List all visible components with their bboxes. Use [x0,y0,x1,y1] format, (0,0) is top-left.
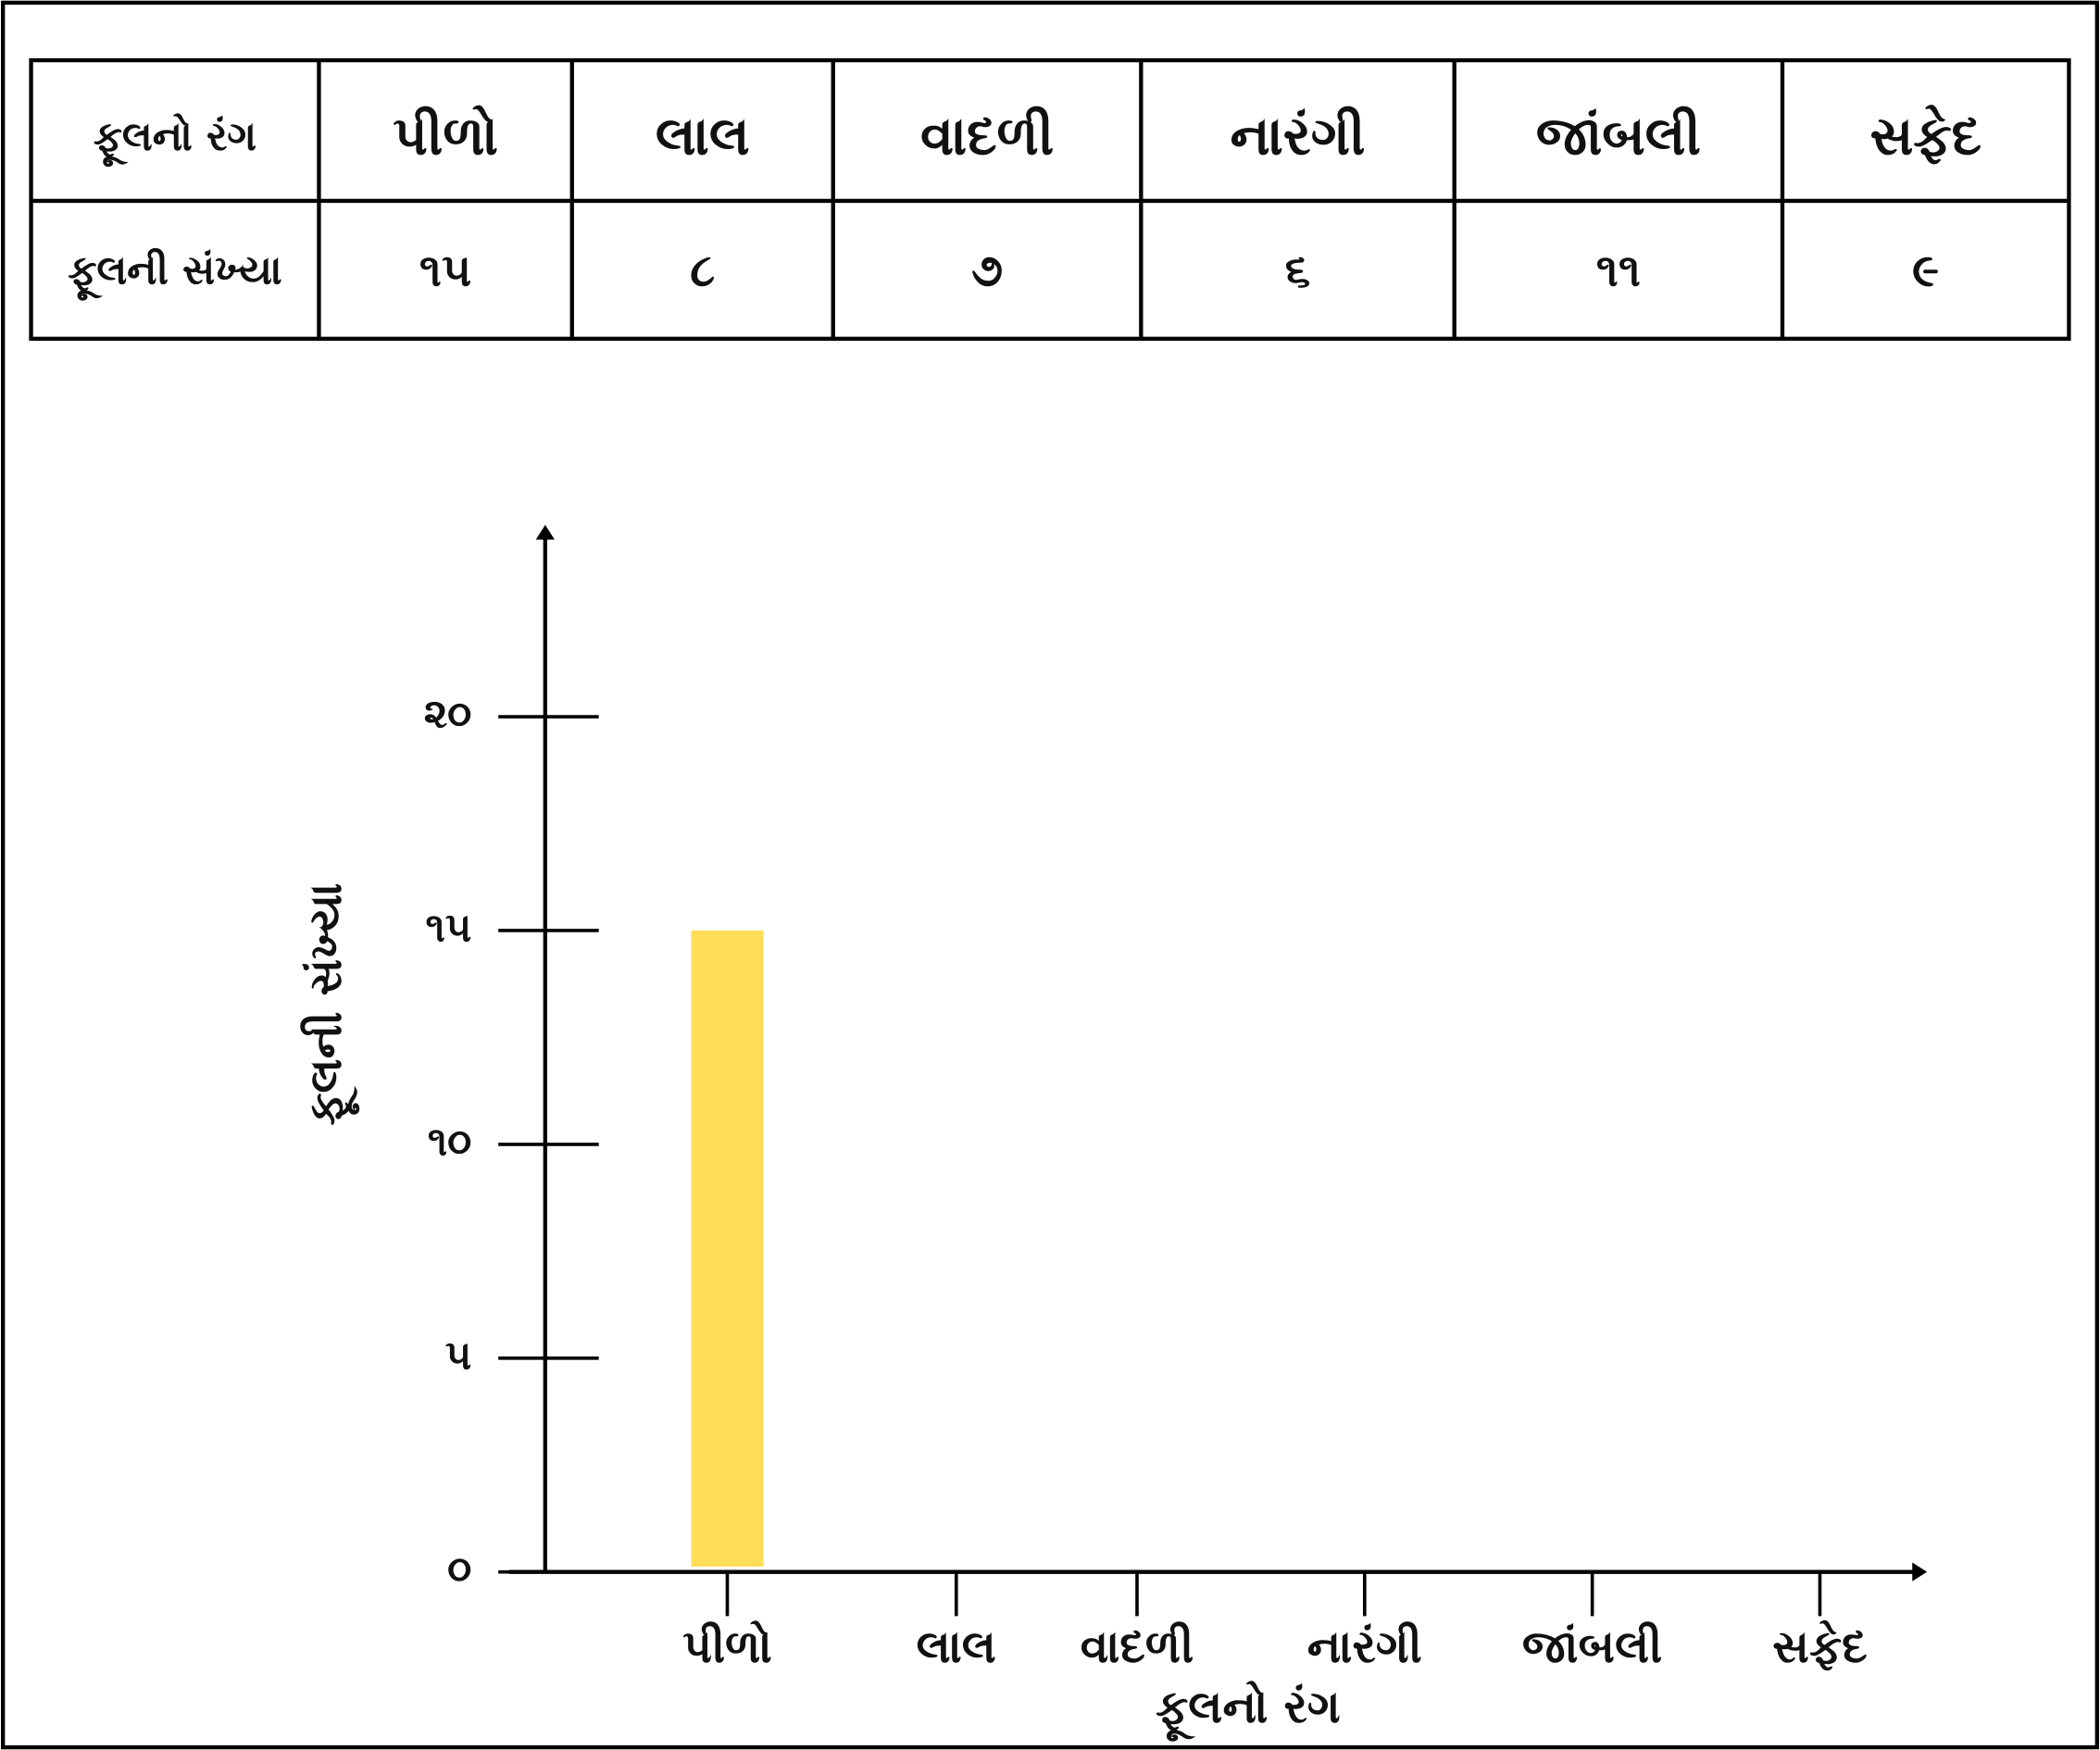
chart: ફૂલનો રંગ ફૂલની સંખ્યા [298,524,1928,1742]
y-tick-label: ૦ [447,1546,471,1593]
x-axis-arrow [1912,1562,1928,1581]
table-cell: ૭ [971,243,1003,296]
table-header-cell: વાદળી [920,104,1054,167]
x-tick-label: પીળો [682,1619,772,1673]
x-tick-label: લાલ [917,1619,996,1673]
y-tick-label: ૨૦ [424,692,472,738]
table-header-cell: જાંબલી [1536,104,1701,167]
y-tick-label: ૫ [445,1332,472,1379]
table-header-cell: લાલ [656,104,750,167]
table-cell: ૯ [1912,243,1939,296]
y-axis-title: ફૂલની સંખ્યા [298,883,360,1126]
x-tick-label: વાદળી [1081,1619,1194,1673]
table-cell: ૬ [1285,243,1311,296]
x-axis-title: ફૂલનો રંગ [1156,1680,1341,1742]
x-tick-label: સફેદ [1772,1619,1867,1673]
table-header-cell: પીળો [393,104,498,167]
y-axis-arrow [535,524,555,540]
bar [691,930,764,1567]
table-header-cell: ફૂલનો રંગ [94,113,256,168]
x-tick-label: નારંગી [1307,1619,1422,1673]
y-tick-label: ૧૦ [428,1119,471,1165]
table-header-cell: નારંગી [1231,104,1366,167]
x-tick-label: જાંબલી [1522,1619,1662,1673]
table-cell: ૮ [690,243,715,296]
table-cell: ૧૧ [1596,243,1641,296]
table-cell: ૧૫ [419,243,471,296]
table-cell: ફૂલની સંખ્યા [68,247,281,301]
y-tick-label: ૧૫ [426,905,472,951]
table-header-cell: સફેદ [1869,104,1981,168]
